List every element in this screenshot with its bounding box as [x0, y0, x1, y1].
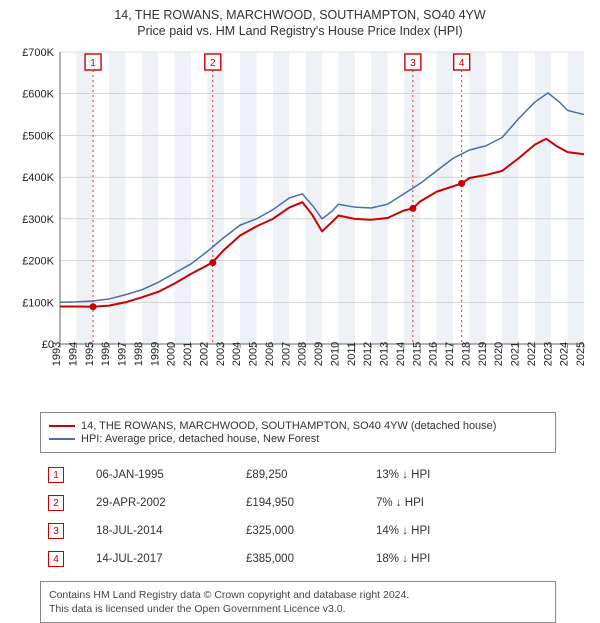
svg-text:1999: 1999	[149, 342, 161, 366]
sale-delta: 7% ↓ HPI	[368, 489, 556, 517]
svg-text:2006: 2006	[264, 342, 276, 366]
legend-label: HPI: Average price, detached house, New …	[81, 433, 319, 445]
svg-text:2013: 2013	[379, 342, 391, 366]
sale-price: £194,950	[238, 489, 368, 517]
svg-text:2019: 2019	[477, 342, 489, 366]
svg-text:2007: 2007	[280, 342, 292, 366]
svg-text:2015: 2015	[411, 342, 423, 366]
svg-text:2010: 2010	[329, 342, 341, 366]
svg-text:£600K: £600K	[22, 89, 54, 101]
svg-text:£200K: £200K	[22, 256, 54, 268]
table-row: 1 06-JAN-1995£89,25013% ↓ HPI	[40, 461, 556, 489]
legend-row: HPI: Average price, detached house, New …	[49, 433, 547, 445]
sale-delta: 13% ↓ HPI	[368, 461, 556, 489]
svg-text:2016: 2016	[428, 342, 440, 366]
table-row: 4 14-JUL-2017£385,00018% ↓ HPI	[40, 545, 556, 573]
svg-text:£700K: £700K	[22, 47, 54, 59]
svg-text:2003: 2003	[215, 342, 227, 366]
legend-label: 14, THE ROWANS, MARCHWOOD, SOUTHAMPTON, …	[81, 420, 496, 432]
svg-text:2008: 2008	[297, 342, 309, 366]
svg-text:1998: 1998	[133, 342, 145, 366]
svg-text:2020: 2020	[493, 342, 505, 366]
svg-text:£500K: £500K	[22, 130, 54, 142]
sale-delta: 14% ↓ HPI	[368, 517, 556, 545]
svg-text:£300K: £300K	[22, 214, 54, 226]
svg-text:2004: 2004	[231, 342, 243, 366]
svg-text:1993: 1993	[51, 342, 63, 366]
chart-container: £0£100K£200K£300K£400K£500K£600K£700K199…	[12, 44, 588, 404]
sale-marker-badge: 1	[48, 467, 64, 483]
svg-text:3: 3	[410, 58, 416, 69]
svg-text:2002: 2002	[198, 342, 210, 366]
svg-text:2025: 2025	[575, 342, 587, 366]
legend-swatch	[49, 425, 75, 427]
svg-text:2011: 2011	[346, 342, 358, 366]
svg-text:2: 2	[210, 58, 216, 69]
svg-text:2023: 2023	[542, 342, 554, 366]
svg-text:2005: 2005	[248, 342, 260, 366]
legend-row: 14, THE ROWANS, MARCHWOOD, SOUTHAMPTON, …	[49, 420, 547, 432]
svg-text:1997: 1997	[117, 342, 129, 366]
svg-text:1: 1	[90, 58, 96, 69]
svg-text:2018: 2018	[460, 342, 472, 366]
svg-text:1995: 1995	[84, 342, 96, 366]
table-row: 3 18-JUL-2014£325,00014% ↓ HPI	[40, 517, 556, 545]
sale-price: £89,250	[238, 461, 368, 489]
svg-text:2024: 2024	[559, 342, 571, 366]
chart-title-line1: 14, THE ROWANS, MARCHWOOD, SOUTHAMPTON, …	[12, 8, 588, 22]
sale-marker-badge: 2	[48, 495, 64, 511]
sales-table: 1 06-JAN-1995£89,25013% ↓ HPI 2 29-APR-2002…	[40, 461, 556, 573]
svg-text:£100K: £100K	[22, 297, 54, 309]
svg-text:2017: 2017	[444, 342, 456, 366]
chart-title-line2: Price paid vs. HM Land Registry's House …	[12, 24, 588, 38]
table-row: 2 29-APR-2002£194,9507% ↓ HPI	[40, 489, 556, 517]
svg-text:£400K: £400K	[22, 172, 54, 184]
price-chart: £0£100K£200K£300K£400K£500K£600K£700K199…	[12, 44, 588, 404]
sale-marker-badge: 3	[48, 523, 64, 539]
svg-text:2022: 2022	[526, 342, 538, 366]
svg-text:2001: 2001	[182, 342, 194, 366]
chart-legend: 14, THE ROWANS, MARCHWOOD, SOUTHAMPTON, …	[40, 412, 556, 453]
sale-price: £325,000	[238, 517, 368, 545]
data-attribution: Contains HM Land Registry data © Crown c…	[40, 581, 556, 623]
svg-text:2014: 2014	[395, 342, 407, 366]
svg-text:1996: 1996	[100, 342, 112, 366]
sale-date: 18-JUL-2014	[88, 517, 238, 545]
legend-swatch	[49, 438, 75, 440]
svg-text:2000: 2000	[166, 342, 178, 366]
svg-text:2009: 2009	[313, 342, 325, 366]
sale-date: 29-APR-2002	[88, 489, 238, 517]
svg-text:4: 4	[459, 58, 465, 69]
footnote-line-1: Contains HM Land Registry data © Crown c…	[49, 588, 547, 602]
sale-marker-badge: 4	[48, 551, 64, 567]
footnote-line-2: This data is licensed under the Open Gov…	[49, 602, 547, 616]
svg-text:2021: 2021	[510, 342, 522, 366]
svg-text:1994: 1994	[67, 342, 79, 366]
sale-date: 06-JAN-1995	[88, 461, 238, 489]
sale-delta: 18% ↓ HPI	[368, 545, 556, 573]
sale-date: 14-JUL-2017	[88, 545, 238, 573]
svg-text:2012: 2012	[362, 342, 374, 366]
sale-price: £385,000	[238, 545, 368, 573]
